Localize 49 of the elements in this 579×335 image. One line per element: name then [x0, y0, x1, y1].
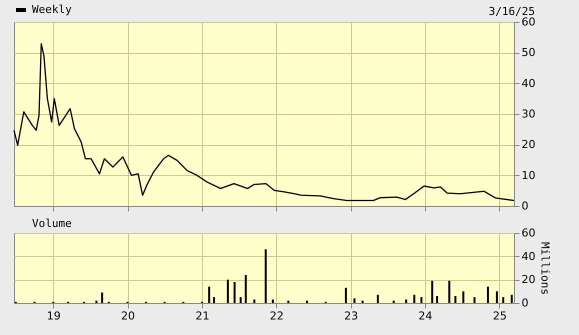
x-tick-label: 21	[196, 310, 210, 322]
bar	[101, 292, 104, 303]
bar	[264, 249, 267, 303]
bar	[496, 291, 498, 303]
x-tick-label: 25	[492, 310, 507, 322]
y-tick-label: 0	[522, 200, 528, 212]
bar	[431, 280, 434, 303]
bar	[244, 275, 247, 303]
bar	[253, 300, 256, 303]
bar	[240, 297, 242, 303]
bar	[462, 291, 464, 303]
x-tick-label: 23	[344, 310, 358, 322]
bar	[448, 280, 450, 303]
line-series	[13, 43, 515, 202]
bar	[353, 298, 356, 303]
bar	[405, 300, 408, 303]
y-tick-label: 0	[522, 296, 528, 310]
bar	[486, 286, 489, 303]
x-tick-label: 20	[121, 310, 136, 322]
y-tick-label: 20	[522, 138, 536, 152]
bar	[272, 300, 274, 303]
x-tick-label: 24	[418, 310, 432, 322]
bar	[376, 294, 379, 303]
y-tick-label: 60	[522, 16, 536, 28]
y-tick-label: 40	[522, 250, 536, 263]
x-tick-label: 22	[270, 310, 284, 322]
bar	[213, 297, 216, 303]
bar	[510, 294, 513, 303]
bar	[413, 294, 416, 303]
bar	[474, 297, 476, 303]
bar	[502, 297, 504, 303]
bar	[436, 296, 438, 303]
text: 3/16/25	[488, 5, 535, 18]
text: Volume	[32, 217, 72, 230]
bar	[454, 296, 456, 303]
bar	[420, 297, 422, 303]
x-tick-label: 19	[46, 310, 61, 322]
bar	[226, 280, 229, 303]
legend-label: Weekly	[32, 3, 72, 16]
y-tick-label: 30	[522, 108, 536, 120]
y-tick-label: 60	[522, 226, 536, 240]
y-axis-title: Millions	[538, 242, 552, 295]
bar	[208, 286, 210, 303]
bar	[234, 282, 236, 303]
bar	[344, 288, 347, 303]
y-tick-label: 50	[522, 46, 536, 60]
y-tick-label: 10	[522, 168, 536, 182]
y-tick-label: 40	[522, 76, 536, 90]
y-tick-label: 20	[522, 273, 536, 286]
